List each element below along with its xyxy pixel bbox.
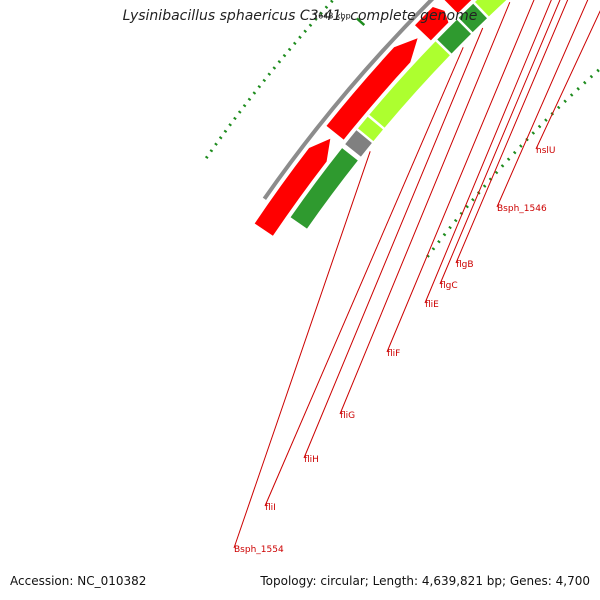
cds-feature-2 bbox=[415, 7, 449, 41]
label-leader-line bbox=[455, 0, 569, 264]
genome-backbone bbox=[262, 0, 435, 200]
gene-label-flii: fliI bbox=[265, 503, 276, 513]
kbp-tick bbox=[356, 17, 366, 27]
cds-feature-1 bbox=[326, 38, 418, 140]
label-leader-line bbox=[264, 47, 464, 507]
gene-label-flgc: flgC bbox=[440, 281, 458, 291]
gene-label-flie: fliE bbox=[425, 300, 439, 310]
label-leader-line bbox=[439, 0, 561, 285]
cds-feature-0 bbox=[254, 138, 331, 236]
genome-title: Lysinibacillus sphaericus C3-41, complet… bbox=[122, 8, 478, 24]
gene-features bbox=[254, 0, 507, 236]
genome-summary: Topology: circular; Length: 4,639,821 bp… bbox=[260, 574, 590, 588]
kbp-ticks: 1638 kbp1639 kbp1640 kbp1641 kbp1642 kbp… bbox=[313, 11, 366, 27]
label-leader-line bbox=[535, 10, 600, 150]
gene-label-flif: fliF bbox=[387, 349, 400, 359]
label-leader-line bbox=[233, 151, 371, 549]
annotation-feature-12 bbox=[358, 116, 383, 142]
annotation-feature-13 bbox=[345, 130, 372, 157]
label-leader-line bbox=[386, 0, 535, 353]
cds-feature-3 bbox=[444, 0, 472, 14]
backbone-ring bbox=[262, 0, 435, 200]
gene-label-flih: fliH bbox=[304, 455, 319, 465]
gene-label-flgb: flgB bbox=[456, 260, 474, 270]
gene-label-flig: fliG bbox=[340, 411, 355, 421]
annotation-feature-11 bbox=[369, 41, 450, 128]
kbp-label: 1648 kbp bbox=[313, 11, 351, 20]
annotation-feature-8 bbox=[475, 0, 507, 17]
accession-label: Accession: NC_010382 bbox=[10, 574, 147, 588]
annotation-feature-14 bbox=[290, 148, 358, 229]
label-leader-line bbox=[303, 27, 484, 459]
gene-label-bsph_1546: Bsph_1546 bbox=[497, 204, 547, 214]
label-leader-line bbox=[339, 2, 511, 415]
label-leader-line bbox=[424, 0, 552, 304]
annotation-feature-9 bbox=[458, 3, 487, 33]
annotation-feature-10 bbox=[437, 19, 471, 54]
gene-label-hslu: hslU bbox=[536, 146, 555, 156]
label-leader-line bbox=[496, 0, 589, 208]
gene-label-bsph_1554: Bsph_1554 bbox=[234, 545, 284, 555]
